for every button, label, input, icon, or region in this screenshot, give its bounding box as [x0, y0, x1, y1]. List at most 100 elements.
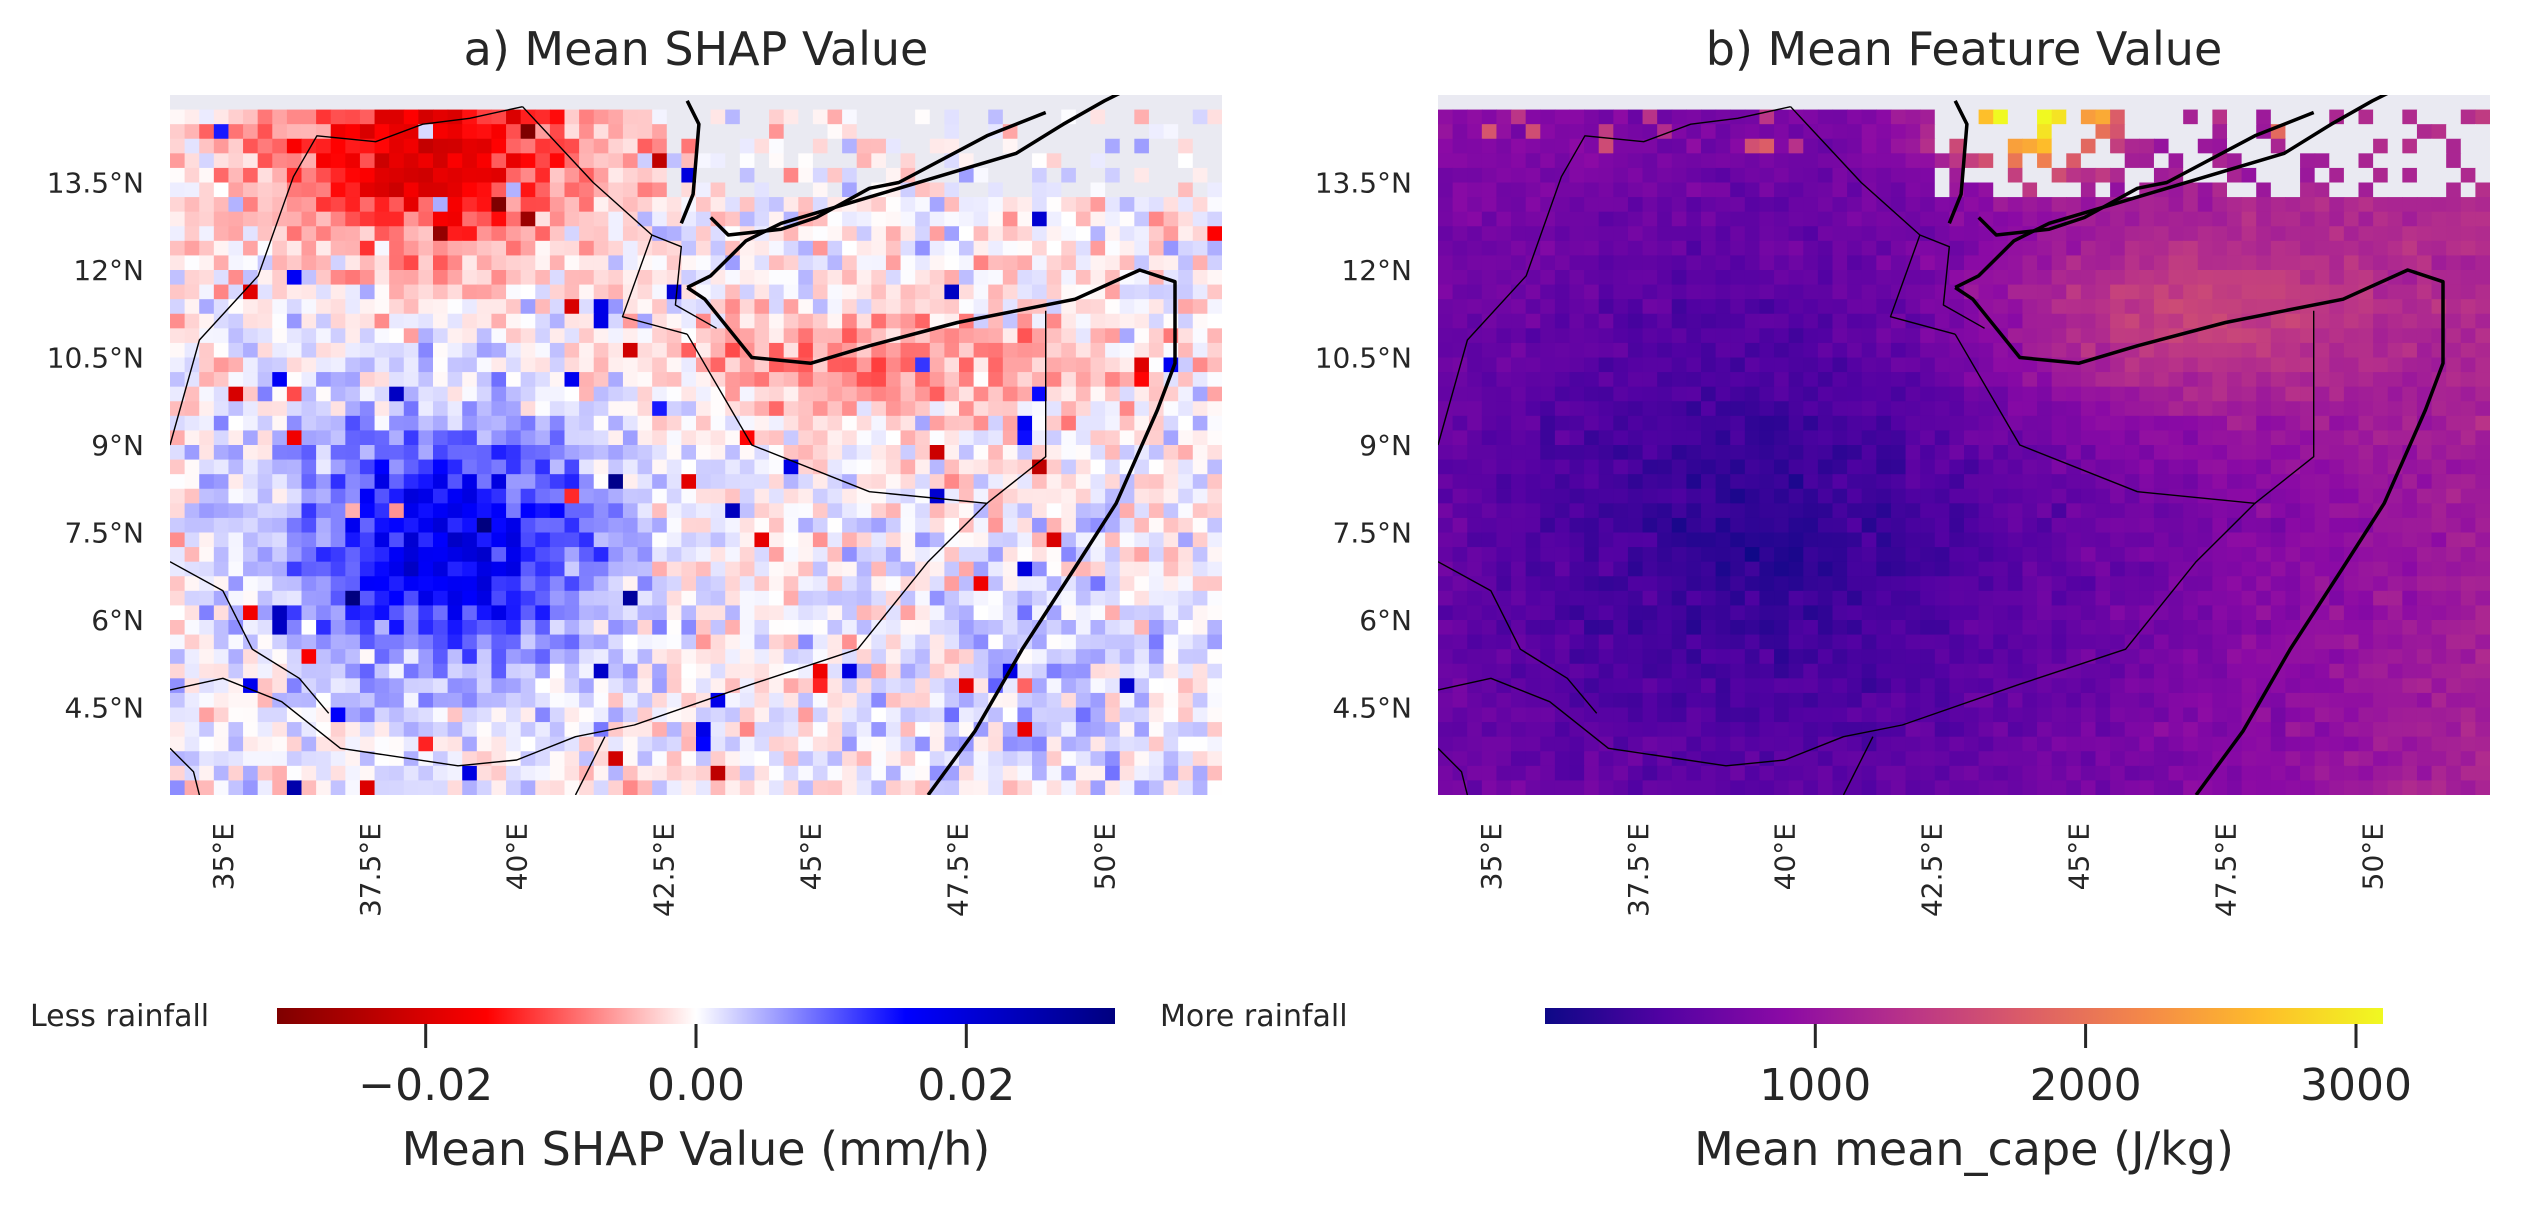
heatmap-cell — [1046, 649, 1062, 665]
heatmap-cell — [257, 561, 273, 577]
heatmap-cell — [1774, 109, 1790, 125]
heatmap-cell — [885, 109, 902, 125]
heatmap-cell — [1715, 386, 1731, 402]
heatmap-cell — [2256, 138, 2272, 154]
heatmap-cell — [2183, 372, 2199, 388]
heatmap-cell — [1686, 197, 1702, 213]
heatmap-cell — [286, 226, 303, 242]
heatmap-cell — [1540, 167, 1556, 184]
heatmap-cell — [666, 182, 682, 198]
heatmap-cell — [769, 401, 785, 417]
heatmap-cell — [725, 722, 741, 738]
heatmap-cell — [2037, 299, 2053, 315]
heatmap-cell — [374, 620, 390, 636]
heatmap-cell — [1715, 313, 1731, 329]
heatmap-cell — [871, 270, 887, 286]
heatmap-cell — [403, 634, 419, 650]
heatmap-cell — [1046, 517, 1062, 534]
heatmap-cell — [1046, 459, 1062, 475]
y-tick-label: 10.5°N — [47, 342, 144, 375]
heatmap-cell — [900, 138, 916, 154]
heatmap-cell — [1847, 95, 1863, 111]
heatmap-cell — [462, 765, 478, 782]
heatmap-cell — [491, 138, 507, 154]
heatmap-cell — [564, 707, 580, 723]
heatmap-cell — [652, 342, 668, 359]
heatmap-cell — [2051, 226, 2067, 242]
heatmap-cell — [783, 270, 799, 286]
heatmap-cell — [871, 226, 887, 242]
heatmap-cell — [1119, 561, 1135, 577]
heatmap-cell — [944, 722, 960, 738]
heatmap-cell — [812, 634, 829, 650]
heatmap-cell — [2139, 284, 2155, 300]
heatmap-cell — [1032, 445, 1048, 461]
heatmap-cell — [170, 692, 186, 709]
heatmap-cell — [666, 459, 682, 475]
heatmap-cell — [1163, 707, 1179, 723]
heatmap-cell — [170, 124, 186, 140]
heatmap-cell — [359, 474, 376, 490]
heatmap-cell — [1452, 138, 1468, 154]
heatmap-cell — [1978, 153, 1994, 169]
heatmap-cell — [842, 765, 858, 782]
heatmap-cell — [637, 503, 653, 519]
heatmap-cell — [2475, 313, 2490, 329]
heatmap-cell — [1920, 299, 1936, 315]
heatmap-cell — [1627, 357, 1644, 373]
heatmap-cell — [535, 240, 551, 257]
heatmap-cell — [1075, 722, 1092, 738]
heatmap-cell — [1192, 124, 1208, 140]
heatmap-cell — [2153, 95, 2170, 111]
heatmap-cell — [447, 503, 463, 519]
heatmap-cell — [1701, 182, 1717, 198]
heatmap-cell — [506, 153, 522, 169]
heatmap-cell — [915, 342, 931, 359]
heatmap-cell — [2300, 240, 2316, 257]
heatmap-cell — [1192, 211, 1208, 227]
heatmap-cell — [622, 211, 639, 227]
heatmap-cell — [506, 474, 522, 490]
heatmap-cell — [1627, 153, 1644, 169]
heatmap-cell — [2095, 357, 2111, 373]
heatmap-cell — [1178, 109, 1194, 125]
heatmap-cell — [1192, 605, 1208, 621]
heatmap-cell — [1148, 299, 1165, 315]
heatmap-cell — [1119, 590, 1135, 607]
heatmap-cell — [1832, 357, 1848, 373]
heatmap-cell — [1715, 342, 1731, 359]
heatmap-cell — [564, 342, 580, 359]
heatmap-cell — [885, 488, 902, 504]
heatmap-cell — [272, 109, 288, 125]
heatmap-cell — [403, 590, 419, 607]
heatmap-cell — [2314, 357, 2330, 373]
heatmap-cell — [433, 211, 449, 227]
heatmap-cell — [1525, 95, 1541, 111]
heatmap-cell — [929, 590, 945, 607]
heatmap-cell — [988, 240, 1004, 257]
heatmap-cell — [418, 678, 434, 694]
heatmap-cell — [1192, 488, 1208, 504]
heatmap-cell — [1017, 503, 1033, 519]
heatmap-cell — [564, 488, 580, 504]
heatmap-cell — [608, 226, 624, 242]
heatmap-cell — [1046, 211, 1062, 227]
heatmap-cell — [754, 561, 770, 577]
heatmap-cell — [2007, 313, 2024, 329]
heatmap-cell — [1178, 386, 1194, 402]
heatmap-cell — [1788, 270, 1804, 286]
heatmap-cell — [1774, 299, 1790, 315]
heatmap-cell — [2446, 372, 2462, 388]
heatmap-cell — [1496, 328, 1512, 344]
heatmap-cell — [301, 401, 317, 417]
heatmap-cell — [2051, 124, 2067, 140]
heatmap-cell — [871, 532, 887, 548]
heatmap-cell — [1934, 226, 1950, 242]
heatmap-cell — [1017, 722, 1033, 738]
heatmap-cell — [2022, 153, 2038, 169]
heatmap-cell — [725, 532, 741, 548]
heatmap-cell — [506, 605, 522, 621]
heatmap-cell — [2256, 386, 2272, 402]
heatmap-cell — [1061, 620, 1077, 636]
heatmap-cell — [1467, 342, 1483, 359]
